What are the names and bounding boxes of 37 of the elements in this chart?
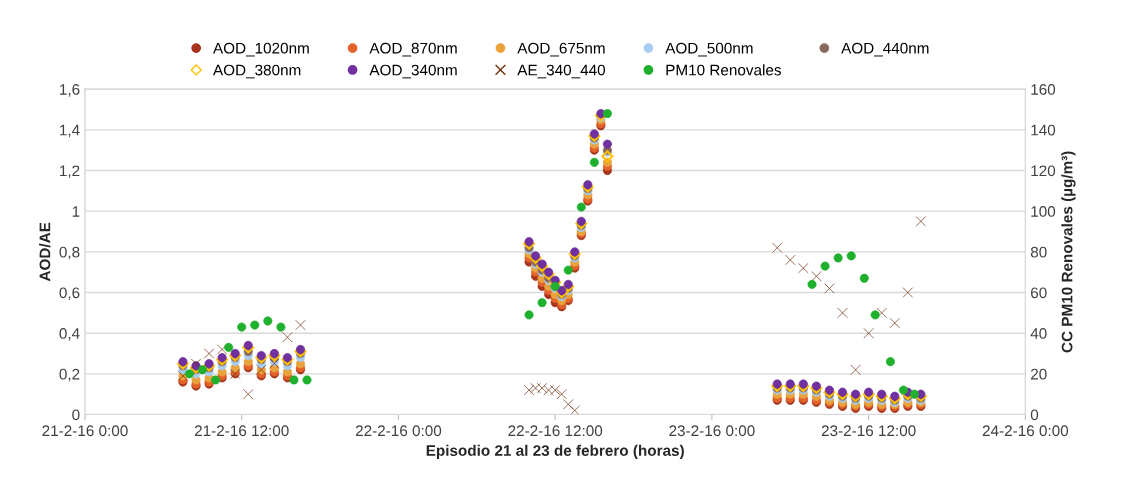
y-tick-label: 1,2 xyxy=(60,165,80,178)
legend-label: AOD_440nm xyxy=(841,42,929,57)
x-axis-title: Episodio 21 al 23 de febrero (horas) xyxy=(426,444,684,459)
y2-tick-label: 0 xyxy=(1030,409,1039,421)
y-tick-label: 0,6 xyxy=(59,287,80,300)
y2-tick-label: 140 xyxy=(1031,124,1056,136)
y-tick-label: 0,8 xyxy=(59,246,80,260)
y-tick-label: 1,6 xyxy=(60,84,80,97)
legend-label: AOD_870nm xyxy=(369,42,457,57)
y-axis-title: AOD/AE xyxy=(39,222,51,282)
x-tick-label: 23-2-16 12:00 xyxy=(821,425,916,437)
legend-label: AOD_380nm xyxy=(213,64,301,79)
y2-axis-title: CC PM10 Renovales (µg/m³) xyxy=(1061,151,1076,353)
y-tick-label: 0 xyxy=(72,409,80,421)
y2-tick-label: 80 xyxy=(1030,246,1047,258)
y2-tick-label: 120 xyxy=(1031,165,1056,177)
y-tick-label: 0,2 xyxy=(59,368,80,382)
legend-label: AOD_675nm xyxy=(517,42,605,57)
x-tick-label: 23-2-16 0:00 xyxy=(669,425,755,437)
x-tick-label: 21-2-16 12:00 xyxy=(194,425,289,437)
legend-label: PM10 Renovales xyxy=(666,64,781,76)
x-tick-label: 22-2-16 0:00 xyxy=(355,425,442,437)
x-tick-label: 24-2-16 0:00 xyxy=(982,425,1069,437)
legend-label: AOD_340nm xyxy=(369,64,457,79)
legend-label: AOD_1020nm xyxy=(213,42,309,57)
legend-label: AE_340_440 xyxy=(517,64,606,79)
y2-tick-label: 100 xyxy=(1031,206,1056,217)
y2-tick-label: 160 xyxy=(1031,84,1056,95)
y-tick-label: 1 xyxy=(72,206,80,217)
x-tick-label: 21-2-16 0:00 xyxy=(42,425,128,437)
y-tick-label: 0,4 xyxy=(59,328,80,341)
y2-tick-label: 40 xyxy=(1030,328,1047,339)
y2-tick-label: 60 xyxy=(1031,287,1047,299)
y-tick-label: 1,4 xyxy=(60,124,80,138)
legend-label: AOD_500nm xyxy=(665,42,753,57)
x-tick-label: 22-2-16 12:00 xyxy=(508,425,603,437)
y2-tick-label: 20 xyxy=(1030,368,1047,380)
